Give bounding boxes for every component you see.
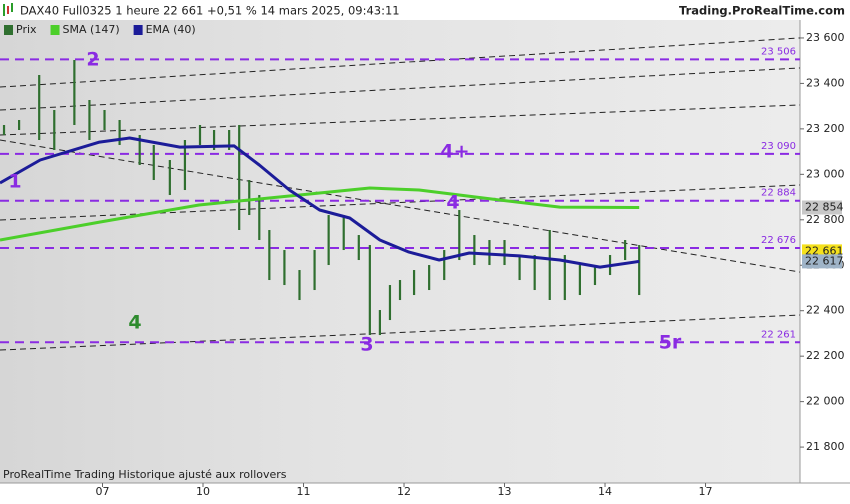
- plot-background: [0, 20, 800, 483]
- legend: Prix SMA (147) EMA (40): [4, 23, 196, 36]
- y-tick-label: 22 800: [806, 213, 845, 226]
- last-value-label: 22 854: [805, 201, 844, 214]
- trend-line: [0, 67, 801, 111]
- y-tick-label: 21 800: [806, 440, 845, 453]
- legend-swatch: [4, 25, 13, 35]
- level-label: 22 261: [761, 329, 796, 340]
- wave-label: 3: [360, 334, 373, 356]
- x-tick-label: 14: [598, 485, 612, 498]
- last-value-label: 22 617: [805, 254, 844, 267]
- wave-label: 1: [8, 171, 21, 193]
- last-value-label: 22 661: [805, 244, 844, 257]
- y-tick-label: 23 200: [806, 122, 845, 135]
- legend-label: SMA (147): [63, 23, 120, 36]
- legend-swatch: [133, 25, 143, 35]
- indicator-line: [0, 186, 640, 242]
- trend-line: [0, 104, 801, 136]
- last-value-tag: [802, 254, 842, 269]
- chart-title: DAX40 Full0325 1 heure 22 661 +0,51 % 14…: [20, 4, 400, 18]
- wave-label: 4: [446, 192, 459, 214]
- logo: [3, 3, 13, 16]
- last-value-tag: [802, 200, 842, 215]
- source: Trading.ProRealTime.com: [679, 4, 845, 18]
- x-tick-label: 10: [196, 485, 210, 498]
- x-tick-label: 17: [699, 485, 713, 498]
- wave-label: 4+: [440, 141, 469, 163]
- wave-label: 5r: [659, 332, 682, 354]
- level-label: 22 676: [761, 235, 796, 246]
- y-tick-label: 22 000: [806, 395, 845, 408]
- x-tick-label: 12: [397, 485, 411, 498]
- y-tick-label: 22 200: [806, 349, 845, 362]
- legend-label: Prix: [16, 23, 37, 36]
- level-label: 23 506: [761, 46, 796, 57]
- x-tick-label: 07: [96, 485, 110, 498]
- trend-line: [0, 184, 801, 221]
- trend-line: [0, 37, 801, 88]
- y-tick-label: 22 400: [806, 304, 845, 317]
- indicator-line: [0, 136, 640, 269]
- wave-label: 4: [128, 312, 141, 334]
- footnote: ProRealTime Trading Historique ajusté au…: [3, 468, 287, 481]
- legend-swatch: [50, 25, 60, 35]
- x-tick-label: 13: [498, 485, 512, 498]
- header-background: [0, 0, 850, 20]
- y-tick-label: 23 600: [806, 31, 845, 44]
- trend-line: [0, 139, 801, 273]
- trend-line: [0, 314, 801, 351]
- legend-label: EMA (40): [146, 23, 196, 36]
- y-tick-label: 23 000: [806, 167, 845, 180]
- level-label: 23 090: [761, 141, 796, 152]
- y-tick-label: 23 400: [806, 76, 845, 89]
- level-label: 22 884: [761, 188, 796, 199]
- x-tick-label: 11: [297, 485, 311, 498]
- wave-label: 2: [86, 49, 99, 71]
